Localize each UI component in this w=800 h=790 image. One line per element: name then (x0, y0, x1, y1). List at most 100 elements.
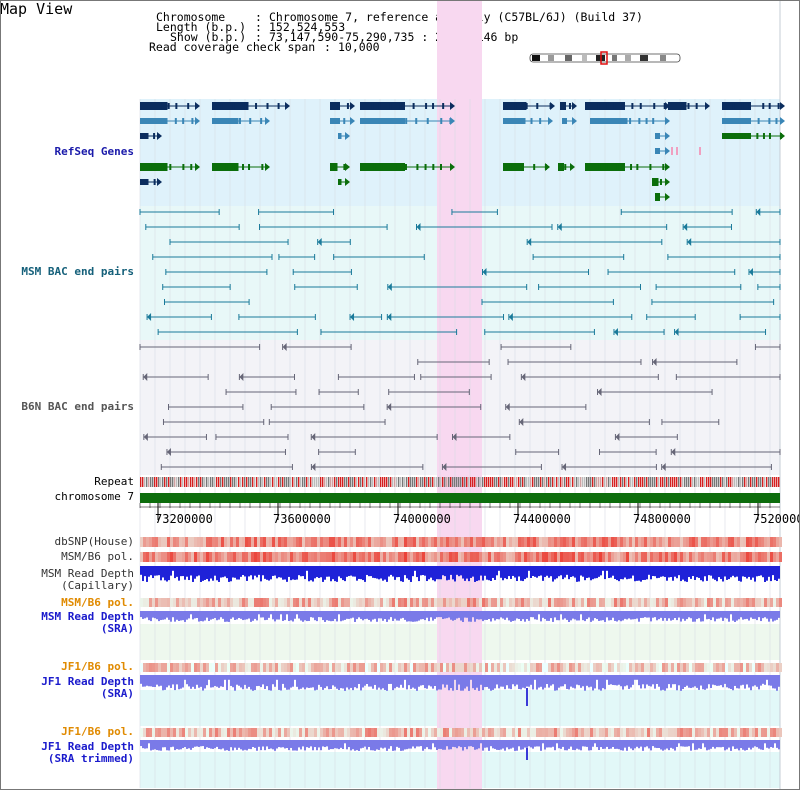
read-depth-bar (334, 675, 336, 687)
polymorphism-cell (695, 728, 698, 737)
read-depth-bar (486, 566, 488, 580)
repeat-mark (682, 477, 684, 487)
polymorphism-cell (383, 537, 386, 547)
polymorphism-cell (143, 598, 146, 607)
polymorphism-cell (695, 598, 698, 607)
polymorphism-cell (347, 598, 350, 607)
polymorphism-cell (524, 663, 527, 672)
track-label-jf1-b6-pol-2[interactable]: JF1/B6 pol. (61, 725, 134, 738)
track-label-msm-b6-pol[interactable]: MSM/B6 pol. (61, 550, 134, 563)
bac-end (143, 433, 148, 441)
read-depth-bar (514, 675, 516, 687)
repeat-mark (608, 477, 610, 487)
read-depth-bar (494, 611, 496, 621)
gene-exon (159, 103, 162, 109)
repeat-mark (212, 477, 214, 487)
polymorphism-cell (197, 728, 200, 737)
repeat-mark (310, 477, 312, 487)
read-depth-bar (674, 566, 676, 577)
read-depth-bar (478, 611, 480, 620)
track-label-chromosome[interactable]: chromosome 7 (54, 490, 134, 503)
read-depth-bar (462, 740, 464, 751)
read-depth-bar (366, 566, 368, 575)
read-depth-bar (282, 611, 284, 621)
polymorphism-cell (284, 537, 287, 547)
read-depth-bar (452, 675, 454, 691)
read-depth-bar (740, 740, 742, 749)
repeat-mark (474, 477, 476, 487)
track-label-msm-depth-capillary[interactable]: MSM Read Depth (41, 567, 134, 580)
read-depth-bar (388, 611, 390, 620)
read-depth-bar (554, 675, 556, 691)
read-depth-bar (310, 566, 312, 581)
polymorphism-cell (455, 728, 458, 737)
gene-exon (248, 164, 251, 170)
read-depth-bar (226, 740, 228, 751)
polymorphism-cell (482, 728, 485, 737)
polymorphism-cell (467, 552, 470, 562)
repeat-mark (750, 477, 752, 487)
read-depth-bar (416, 566, 418, 578)
polymorphism-cell (467, 728, 470, 737)
read-depth-bar (252, 566, 254, 580)
read-depth-bar (730, 675, 732, 690)
polymorphism-cell (638, 728, 641, 737)
read-depth-bar (222, 611, 224, 619)
read-depth-bar (422, 566, 424, 576)
track-label-repeat[interactable]: Repeat (94, 475, 134, 488)
gene-exon (645, 118, 648, 124)
read-depth-bar (228, 740, 230, 751)
read-depth-bar (504, 566, 506, 579)
polymorphism-cell (221, 663, 224, 672)
polymorphism-cell (758, 552, 761, 562)
read-depth-bar (772, 675, 774, 689)
track-label-refseq-genes[interactable]: RefSeq Genes (54, 145, 134, 158)
polymorphism-cell (719, 663, 722, 672)
read-depth-bar (488, 611, 490, 620)
track-label-msm-b6-pol-2[interactable]: MSM/B6 pol. (61, 596, 134, 609)
track-label-msm-depth-sra[interactable]: MSM Read Depth (41, 610, 134, 623)
polymorphism-cell (617, 598, 620, 607)
read-depth-bar (406, 566, 408, 579)
track-label-dbsnp[interactable]: dbSNP(House) (54, 535, 134, 548)
gene-exon (405, 118, 408, 124)
track-label-jf1-depth-trimmed[interactable]: JF1 Read Depth (41, 740, 134, 753)
repeat-mark (672, 477, 674, 487)
map-view-title: Map View (0, 0, 73, 18)
polymorphism-cell (209, 728, 212, 737)
track-label-jf1-b6-pol[interactable]: JF1/B6 pol. (61, 660, 134, 673)
gene-arrow (450, 102, 455, 110)
repeat-mark (284, 477, 286, 487)
polymorphism-cell (773, 552, 776, 562)
track-label-b6n-bac[interactable]: B6N BAC end pairs (21, 400, 134, 413)
track-label-msm-bac[interactable]: MSM BAC end pairs (21, 265, 134, 278)
read-depth-bar (722, 611, 724, 621)
polymorphism-cell (155, 598, 158, 607)
gene-exon (539, 118, 542, 124)
polymorphism-cell (521, 552, 524, 562)
polymorphism-cell (188, 598, 191, 607)
read-depth-bar (450, 566, 452, 575)
repeat-mark (188, 477, 190, 487)
read-depth-bar (594, 611, 596, 619)
track-label-jf1-depth-sra[interactable]: JF1 Read Depth (41, 675, 134, 688)
gene-exon (668, 103, 670, 109)
polymorphism-cell (638, 552, 641, 562)
polymorphism-cell (176, 663, 179, 672)
polymorphism-cell (572, 537, 575, 547)
polymorphism-cell (497, 663, 500, 672)
polymorphism-cell (524, 552, 527, 562)
polymorphism-cell (194, 537, 197, 547)
polymorphism-cell (689, 537, 692, 547)
polymorphism-cell (278, 598, 281, 607)
axis-tick-label: 73200000 (155, 512, 213, 526)
read-depth-bar (768, 740, 770, 749)
read-depth-bar (274, 611, 276, 622)
read-depth-bar (640, 566, 642, 582)
repeat-mark (342, 477, 344, 487)
polymorphism-cell (368, 598, 371, 607)
track-label-msm-depth-capillary-sub: (Capillary) (61, 579, 134, 592)
repeat-mark (644, 477, 646, 487)
polymorphism-cell (281, 598, 284, 607)
